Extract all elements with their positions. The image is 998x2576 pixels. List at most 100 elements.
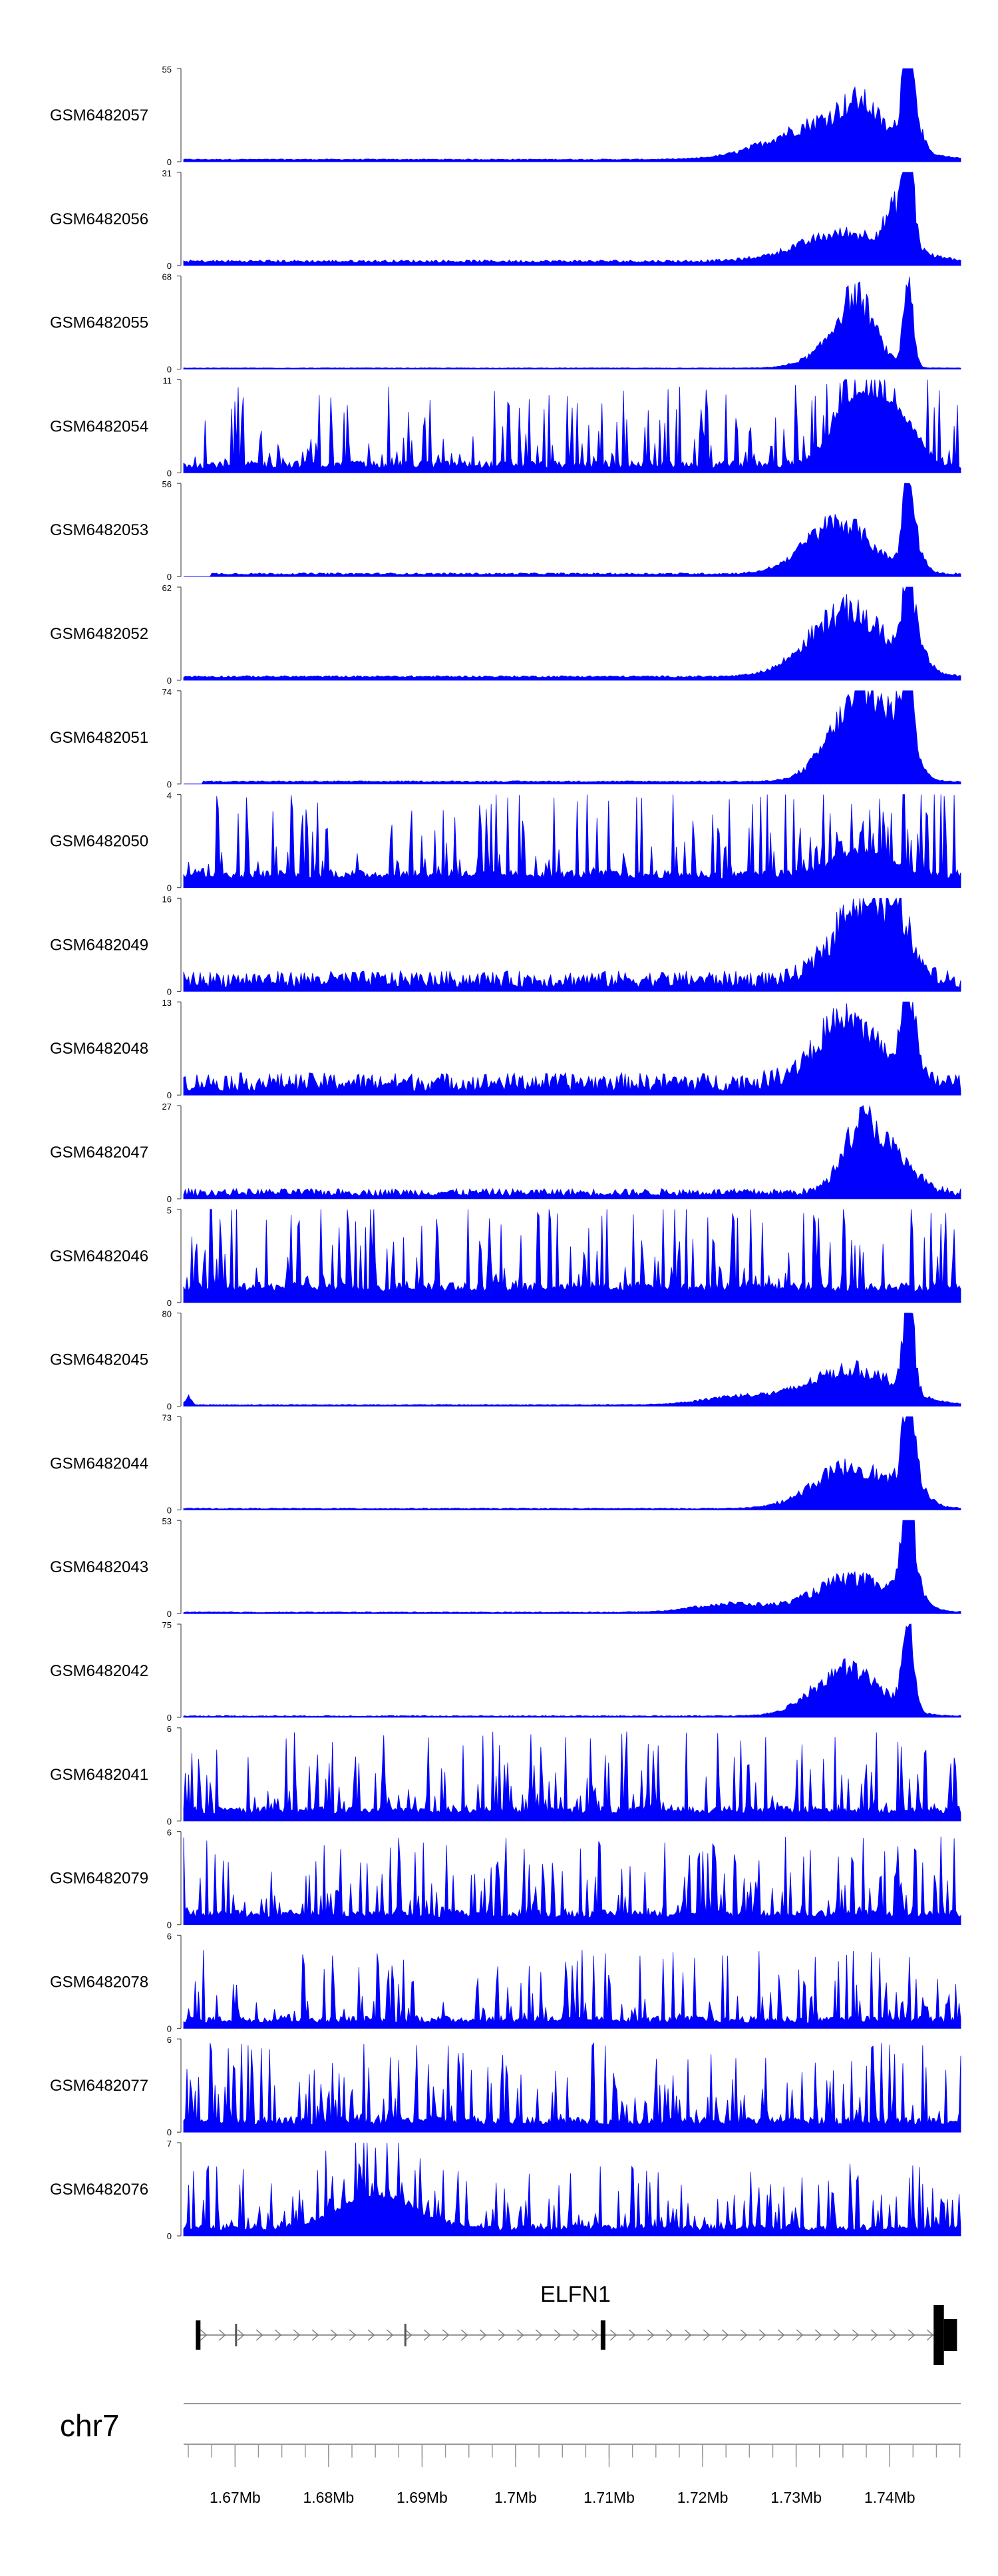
exon (235, 2324, 238, 2346)
track-label: GSM6482054 (50, 417, 148, 435)
track-GSM6482055: GSM6482055 68 0 (50, 272, 961, 375)
strand-arrow (796, 2329, 804, 2341)
y-max-label: 62 (162, 583, 172, 593)
y-min-label: 0 (167, 1298, 172, 1308)
strand-arrow (703, 2329, 711, 2341)
strand-arrow (758, 2329, 766, 2341)
track-label: GSM6482052 (50, 625, 148, 643)
y-max-label: 6 (167, 1931, 172, 1941)
track-label: GSM6482076 (50, 2181, 148, 2199)
strand-arrow (721, 2329, 729, 2341)
y-max-label: 13 (162, 998, 172, 1008)
track-label: GSM6482047 (50, 1144, 148, 1162)
strand-arrow (535, 2329, 543, 2341)
strand-arrow (814, 2329, 822, 2341)
x-tick-label: 1.68Mb (303, 2489, 354, 2506)
strand-arrow (833, 2329, 841, 2341)
track-label: GSM6482051 (50, 729, 148, 747)
track-GSM6482078: GSM6482078 6 0 (50, 1931, 961, 2034)
y-max-label: 31 (162, 168, 172, 178)
signal-area (183, 1209, 961, 1303)
track-GSM6482045: GSM6482045 80 0 (50, 1309, 961, 1412)
signal-area (183, 379, 961, 473)
y-max-label: 53 (162, 1516, 172, 1526)
x-tick-label: 1.73Mb (770, 2489, 822, 2506)
exon (933, 2305, 944, 2365)
y-max-label: 6 (167, 1828, 172, 1838)
strand-arrow (591, 2329, 599, 2341)
x-tick-label: 1.71Mb (583, 2489, 635, 2506)
track-GSM6482044: GSM6482044 73 0 (50, 1412, 961, 1515)
track-GSM6482054: GSM6482054 11 0 (50, 375, 961, 478)
track-GSM6482043: GSM6482043 53 0 (50, 1516, 961, 1619)
strand-arrow (218, 2329, 226, 2341)
track-label: GSM6482053 (50, 521, 148, 539)
strand-arrow (852, 2329, 860, 2341)
y-max-label: 68 (162, 272, 172, 282)
x-tick-label: 1.69Mb (397, 2489, 448, 2506)
track-label: GSM6482041 (50, 1766, 148, 1784)
y-max-label: 11 (163, 375, 172, 385)
exon (196, 2320, 201, 2350)
signal-area (183, 1416, 961, 1510)
x-tick-label: 1.67Mb (210, 2489, 261, 2506)
track-GSM6482052: GSM6482052 62 0 (50, 583, 961, 686)
strand-arrow (255, 2329, 263, 2341)
track-GSM6482056: GSM6482056 31 0 (50, 168, 961, 271)
y-min-label: 0 (167, 986, 172, 996)
track-label: GSM6482044 (50, 1454, 148, 1472)
exon-utr (943, 2319, 957, 2351)
strand-arrow (442, 2329, 450, 2341)
coverage-tracks: GSM6482057550GSM6482056310GSM6482055680G… (50, 65, 961, 2241)
track-label: GSM6482043 (50, 1558, 148, 1576)
strand-arrow (330, 2329, 338, 2341)
genome-axis: chr7 1.67Mb 1.68Mb 1.69Mb 1.7Mb 1.71Mb 1.72Mb… (60, 2403, 961, 2506)
y-max-label: 7 (167, 2139, 172, 2149)
track-label: GSM6482079 (50, 1870, 148, 1888)
strand-arrow (237, 2329, 245, 2341)
gene-name-label: ELFN1 (540, 2282, 611, 2307)
track-label: GSM6482050 (50, 833, 148, 851)
y-max-label: 74 (162, 687, 172, 697)
strand-arrow (665, 2329, 673, 2341)
signal-area (183, 1313, 961, 1406)
signal-area (183, 897, 961, 992)
y-min-label: 0 (167, 157, 172, 167)
track-GSM6482041: GSM6482041 6 0 (50, 1724, 961, 1826)
y-min-label: 0 (167, 676, 172, 686)
y-min-label: 0 (167, 2231, 172, 2241)
track-GSM6482077: GSM6482077 6 0 (50, 2035, 961, 2137)
strand-arrow (554, 2329, 562, 2341)
y-max-label: 6 (167, 2035, 172, 2045)
signal-area (183, 2042, 961, 2133)
strand-arrow (293, 2329, 301, 2341)
track-label: GSM6482049 (50, 936, 148, 954)
strand-arrow (311, 2329, 319, 2341)
strand-arrow (479, 2329, 487, 2341)
x-tick-label: 1.72Mb (677, 2489, 729, 2506)
y-max-label: 5 (167, 1205, 172, 1215)
y-min-label: 0 (167, 1817, 172, 1826)
signal-area (183, 1520, 961, 1614)
strand-arrow (609, 2329, 617, 2341)
track-GSM6482079: GSM6482079 6 0 (50, 1828, 961, 1930)
y-min-label: 0 (167, 1713, 172, 1723)
signal-area (183, 586, 961, 681)
y-min-label: 0 (167, 1194, 172, 1204)
strand-arrow (684, 2329, 692, 2341)
x-tick-label: 1.74Mb (864, 2489, 915, 2506)
track-label: GSM6482046 (50, 1247, 148, 1265)
y-min-label: 0 (167, 365, 172, 375)
strand-arrow (516, 2329, 524, 2341)
strand-arrow (274, 2329, 282, 2341)
signal-area (184, 690, 961, 785)
strand-arrow (740, 2329, 748, 2341)
y-max-label: 56 (162, 479, 172, 489)
exon (404, 2324, 407, 2346)
strand-arrow (777, 2329, 785, 2341)
strand-arrow (200, 2329, 208, 2341)
y-max-label: 27 (162, 1102, 172, 1112)
x-tick-label: 1.7Mb (494, 2489, 537, 2506)
strand-arrow (647, 2329, 655, 2341)
